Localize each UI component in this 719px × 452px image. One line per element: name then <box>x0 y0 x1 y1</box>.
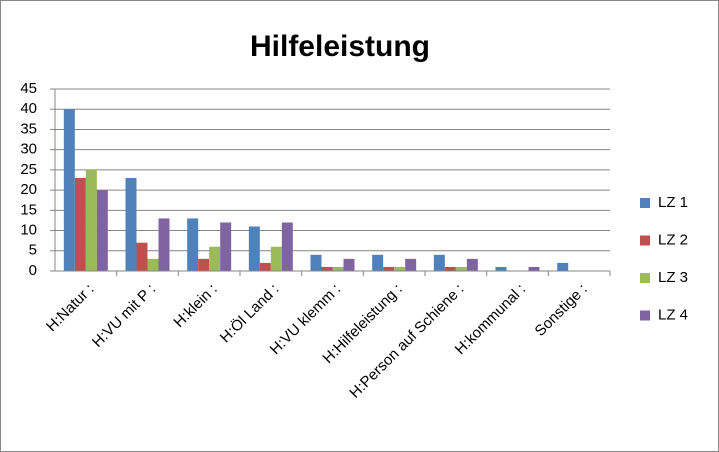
legend-swatch <box>640 310 650 321</box>
bar <box>495 266 507 271</box>
legend-label: LZ 3 <box>658 269 688 286</box>
bar <box>372 254 384 271</box>
bar <box>209 246 221 271</box>
bar <box>85 169 97 271</box>
y-tick-label: 10 <box>20 222 37 239</box>
y-tick-label: 45 <box>20 80 37 97</box>
bar <box>63 109 75 271</box>
y-tick-label: 40 <box>20 100 37 117</box>
bar <box>96 190 108 271</box>
bar <box>394 266 406 271</box>
bar <box>321 266 333 271</box>
legend-swatch <box>640 273 650 283</box>
bar <box>187 218 199 271</box>
bar <box>383 266 395 271</box>
bar <box>281 222 293 271</box>
bar <box>74 177 86 271</box>
bar <box>270 246 282 271</box>
bar <box>433 254 445 271</box>
bar <box>455 266 467 271</box>
bar <box>259 262 271 271</box>
bar <box>198 258 210 271</box>
legend-label: LZ 1 <box>658 194 688 211</box>
bar <box>220 222 232 271</box>
bar <box>557 262 569 271</box>
y-tick-label: 30 <box>20 141 37 158</box>
bar <box>125 177 137 271</box>
bar <box>466 258 478 271</box>
y-tick-label: 0 <box>29 262 37 279</box>
y-tick-label: 5 <box>29 242 37 259</box>
y-tick-label: 20 <box>20 181 37 198</box>
y-tick-label: 25 <box>20 161 37 178</box>
legend-label: LZ 2 <box>658 231 688 248</box>
bar <box>444 266 456 271</box>
legend-swatch <box>640 198 650 208</box>
bar <box>332 266 344 271</box>
bar <box>136 242 148 271</box>
bar <box>147 258 159 271</box>
bar <box>343 258 355 271</box>
bar <box>158 218 170 271</box>
bar <box>310 254 322 271</box>
bar <box>248 226 260 271</box>
bar <box>528 266 540 271</box>
legend-swatch <box>640 235 650 246</box>
chart-title: Hilfeleistung <box>250 30 430 63</box>
y-tick-label: 35 <box>20 120 37 137</box>
bar <box>405 258 417 271</box>
legend-label: LZ 4 <box>658 306 688 323</box>
y-tick-label: 15 <box>20 201 37 218</box>
